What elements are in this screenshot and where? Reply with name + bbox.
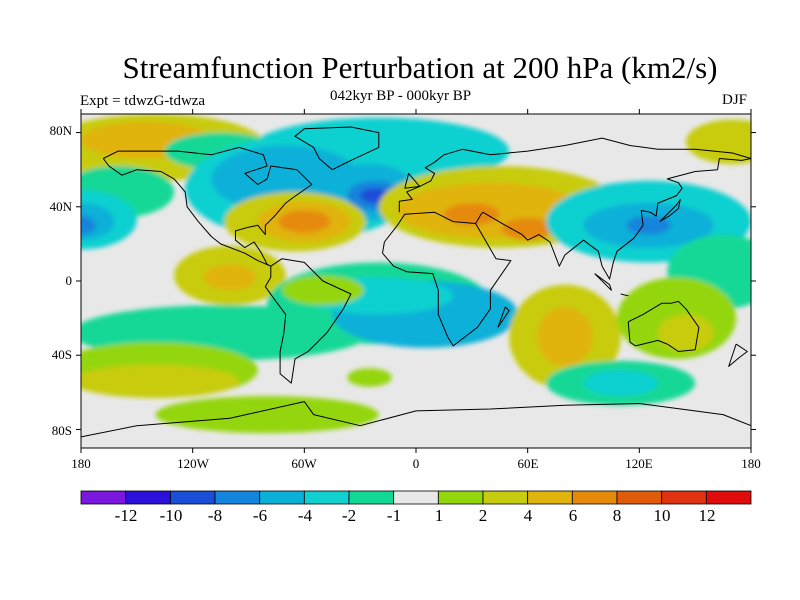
coastline [102,146,313,267]
colorbar-label: 1 [434,506,444,525]
colorbar-label: -1 [386,506,402,525]
period-label: 042kyr BP - 000kyr BP [330,88,472,104]
lat-label: 40S [51,347,72,362]
coastlines [81,126,751,438]
field-contour-region [155,396,379,434]
coastline [382,211,512,347]
coastline [475,158,751,280]
lat-label: 80N [49,123,72,138]
colorbar-swatch [259,490,305,505]
colorbar-label: 2 [478,506,488,525]
coastline [264,258,352,384]
lat-label: 0 [65,273,73,288]
colorbar-swatch [527,490,573,505]
season-label: DJF [722,92,748,108]
coastline [497,306,510,328]
colorbar-swatch [125,490,171,505]
coastline [398,137,751,213]
colorbar-swatch [348,490,395,505]
field-contour-region [278,210,331,233]
field-contour-region [536,306,593,367]
colorbar-label: 10 [653,506,671,525]
field-contour-region [685,119,751,165]
field-contour-region [626,216,671,235]
colorbar-swatch [705,490,752,505]
colorbar-label: -10 [159,506,183,525]
colorbar-swatch [214,490,261,505]
coastline [620,293,629,297]
colorbar-label: 4 [523,506,533,525]
colorbar-swatch [571,490,618,505]
lon-label: 60W [291,456,317,471]
field-contour-region [583,370,658,397]
colorbar-label: -8 [207,506,223,525]
lon-label: 60E [517,456,539,471]
colorbar-swatch [661,490,707,505]
coastline [627,300,700,352]
field-contour-region [347,368,392,387]
field-contour-region [203,264,256,291]
colorbar-swatch [169,490,216,505]
lon-label: 180 [71,456,91,471]
colorbar-swatch [303,490,350,505]
colorbar-label: 8 [612,506,622,525]
colorbar-label: -6 [252,506,268,525]
field-contour-region [501,217,554,241]
colorbar-swatch [437,490,484,505]
field-contour-region [81,216,96,235]
lat-label: 40N [49,199,72,214]
lon-label: 120W [177,456,209,471]
colorbar-swatch [616,490,663,505]
field-contour-region [657,314,714,352]
colorbar-label: 12 [698,506,716,525]
lon-label: 0 [412,456,420,471]
axis-ticks [76,109,756,453]
colorbar-label: -2 [341,506,357,525]
coastline [404,172,421,189]
experiment-label: Expt = tdwzG-tdwza [80,93,206,109]
colorbar-swatch [80,490,127,505]
lon-label: 120E [625,456,653,471]
coastline [81,401,751,438]
coastline [728,343,748,367]
colorbar-label: -12 [114,506,138,525]
colorbar-label: -4 [297,506,313,525]
lat-label: 80S [51,423,72,438]
colorbar-swatch [393,490,439,505]
colorbar [80,490,752,505]
coastline [659,198,681,223]
field-shading [81,114,751,434]
lon-label: 180 [741,456,761,471]
coastline [594,273,612,291]
field-contour-region [81,364,240,398]
colorbar-swatch [482,490,529,505]
chart-title: Streamfunction Perturbation at 200 hPa (… [122,50,718,85]
coastline [294,126,380,171]
field-contour-region [282,275,364,306]
colorbar-label: 6 [568,506,578,525]
field-contour-region [443,203,500,226]
